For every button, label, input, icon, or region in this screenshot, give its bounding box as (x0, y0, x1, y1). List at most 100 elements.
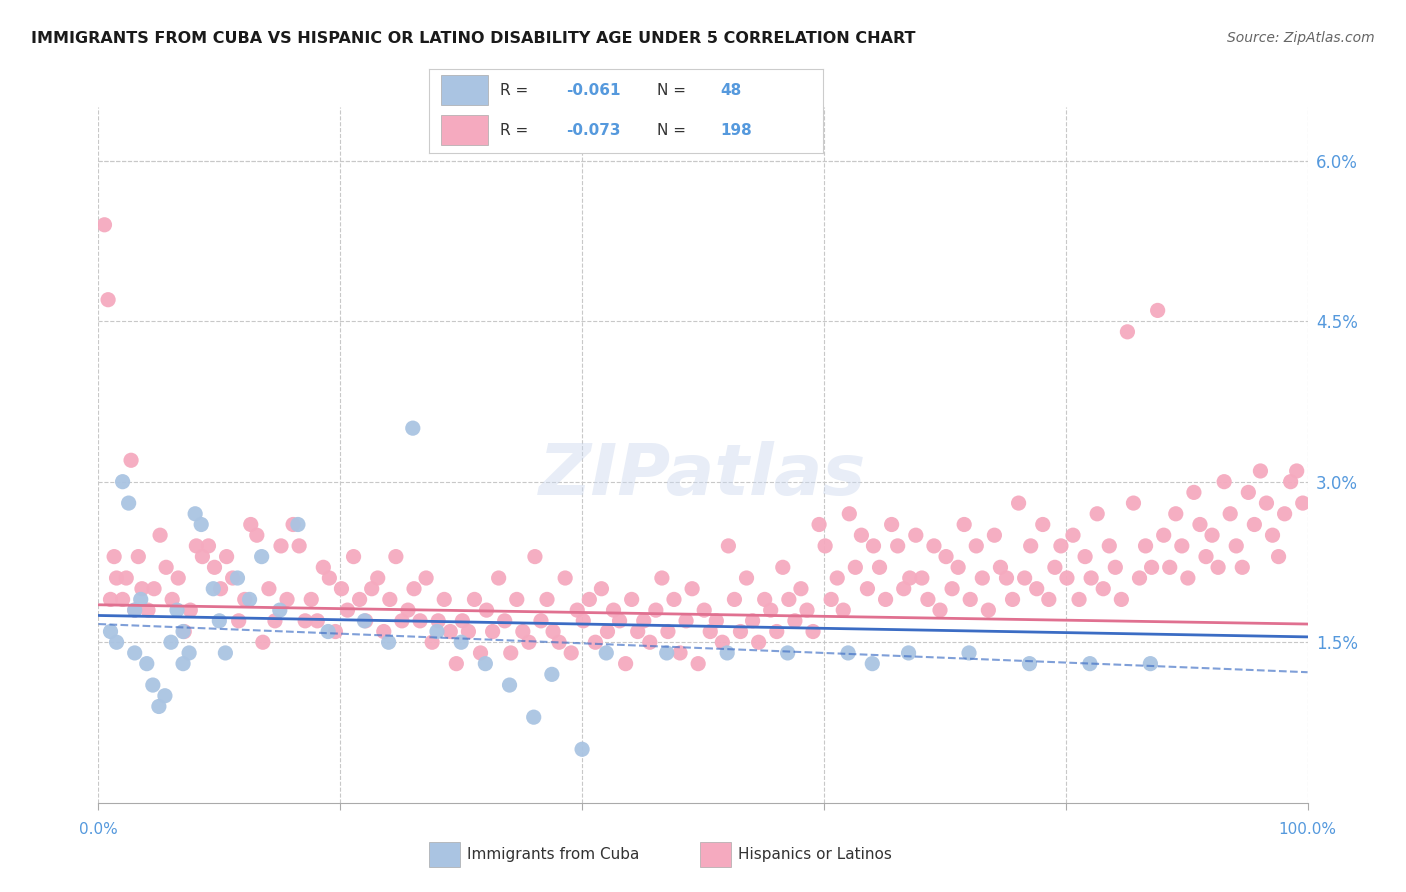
Point (402, 421, 425, 435)
Point (499, 646, 522, 660)
Point (97, 293, 120, 307)
Point (1139, 657, 1161, 671)
Point (1225, 539, 1247, 553)
Point (893, 582, 915, 596)
Text: 198: 198 (720, 122, 752, 137)
Point (402, 582, 425, 596)
FancyBboxPatch shape (440, 115, 488, 145)
Point (426, 624, 449, 639)
Point (560, 646, 582, 660)
Point (228, 614, 250, 628)
Point (307, 614, 329, 628)
Point (506, 592, 529, 607)
Point (662, 592, 685, 607)
Point (572, 614, 595, 628)
Text: N =: N = (657, 83, 690, 98)
Point (197, 539, 219, 553)
Point (202, 582, 225, 596)
Point (778, 592, 800, 607)
Point (638, 635, 661, 649)
Point (312, 560, 335, 574)
Point (420, 635, 443, 649)
Point (1019, 539, 1042, 553)
Point (1025, 582, 1047, 596)
Point (880, 517, 903, 532)
Point (105, 635, 128, 649)
Point (494, 614, 516, 628)
Point (759, 603, 782, 617)
Point (1279, 475, 1302, 489)
Point (1122, 496, 1144, 510)
Point (990, 560, 1012, 574)
Point (523, 710, 546, 724)
Point (1206, 560, 1229, 574)
Point (360, 582, 382, 596)
Point (1219, 507, 1241, 521)
Point (548, 635, 571, 649)
Point (512, 624, 534, 639)
Point (922, 539, 945, 553)
Point (1261, 528, 1284, 542)
Point (748, 635, 770, 649)
Point (1067, 592, 1090, 607)
Point (1285, 464, 1308, 478)
Point (166, 603, 188, 617)
Point (100, 624, 122, 639)
Point (1056, 571, 1078, 585)
Point (832, 603, 855, 617)
Point (860, 657, 883, 671)
Point (1085, 507, 1108, 521)
Point (204, 560, 226, 574)
Point (735, 571, 758, 585)
Point (325, 624, 347, 639)
Point (153, 689, 176, 703)
Point (851, 528, 873, 542)
Text: N =: N = (657, 122, 690, 137)
Point (457, 624, 479, 639)
Point (1050, 539, 1073, 553)
Point (1135, 539, 1157, 553)
Point (257, 582, 280, 596)
Point (776, 646, 799, 660)
Point (111, 592, 134, 607)
Text: -0.061: -0.061 (567, 83, 621, 98)
Text: Source: ZipAtlas.com: Source: ZipAtlas.com (1227, 31, 1375, 45)
Text: 100.0%: 100.0% (1278, 822, 1337, 837)
Point (886, 539, 908, 553)
Text: 48: 48 (720, 83, 741, 98)
Point (173, 624, 195, 639)
Point (184, 507, 207, 521)
Point (651, 571, 673, 585)
Point (208, 614, 231, 628)
Point (155, 560, 177, 574)
Point (427, 614, 450, 628)
Point (1014, 571, 1036, 585)
Point (111, 475, 134, 489)
Point (856, 582, 879, 596)
Point (330, 582, 353, 596)
Point (179, 646, 201, 660)
Point (1292, 496, 1315, 510)
Point (498, 678, 520, 692)
Point (693, 603, 716, 617)
Point (367, 571, 389, 585)
Point (929, 603, 952, 617)
Point (115, 571, 138, 585)
Point (396, 603, 419, 617)
Point (1043, 560, 1066, 574)
Point (1188, 517, 1211, 532)
Point (172, 657, 194, 671)
Point (541, 624, 564, 639)
Point (983, 528, 1005, 542)
Point (862, 539, 884, 553)
Point (1182, 485, 1205, 500)
Point (754, 592, 776, 607)
Point (1140, 560, 1163, 574)
Point (142, 678, 165, 692)
Text: IMMIGRANTS FROM CUBA VS HISPANIC OR LATINO DISABILITY AGE UNDER 5 CORRELATION CH: IMMIGRANTS FROM CUBA VS HISPANIC OR LATI… (31, 31, 915, 46)
Point (1001, 592, 1024, 607)
Point (1074, 549, 1097, 564)
Point (1092, 582, 1115, 596)
Point (1177, 571, 1199, 585)
Point (957, 646, 980, 660)
